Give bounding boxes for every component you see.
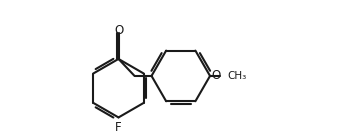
Text: CH₃: CH₃: [228, 71, 247, 81]
Text: O: O: [211, 69, 220, 82]
Text: O: O: [114, 24, 123, 37]
Text: F: F: [115, 121, 122, 134]
